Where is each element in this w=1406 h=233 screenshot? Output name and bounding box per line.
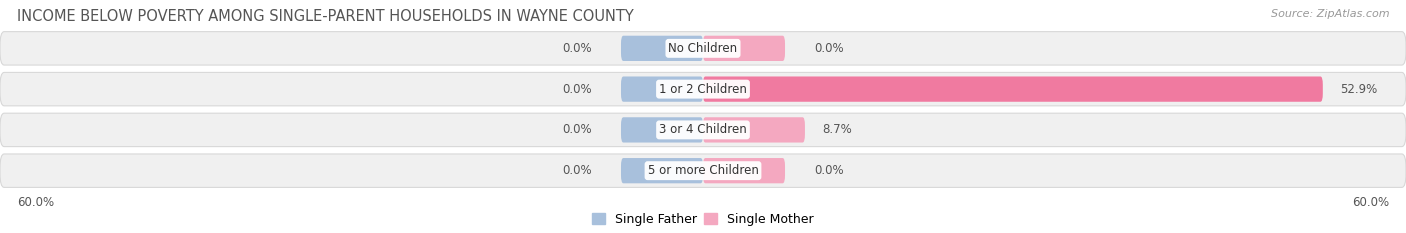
Text: 0.0%: 0.0% [562, 164, 592, 177]
FancyBboxPatch shape [0, 32, 1406, 65]
Text: 0.0%: 0.0% [562, 83, 592, 96]
Text: 8.7%: 8.7% [823, 123, 852, 136]
Text: 60.0%: 60.0% [17, 196, 53, 209]
Text: 0.0%: 0.0% [814, 164, 844, 177]
FancyBboxPatch shape [621, 117, 703, 143]
Text: 1 or 2 Children: 1 or 2 Children [659, 83, 747, 96]
Text: 3 or 4 Children: 3 or 4 Children [659, 123, 747, 136]
FancyBboxPatch shape [621, 76, 703, 102]
Legend: Single Father, Single Mother: Single Father, Single Mother [588, 208, 818, 231]
Text: 0.0%: 0.0% [562, 123, 592, 136]
FancyBboxPatch shape [703, 117, 804, 143]
FancyBboxPatch shape [703, 158, 785, 183]
FancyBboxPatch shape [0, 113, 1406, 147]
FancyBboxPatch shape [0, 72, 1406, 106]
Text: 0.0%: 0.0% [814, 42, 844, 55]
Text: No Children: No Children [668, 42, 738, 55]
Text: Source: ZipAtlas.com: Source: ZipAtlas.com [1271, 9, 1389, 19]
Text: 5 or more Children: 5 or more Children [648, 164, 758, 177]
Text: 0.0%: 0.0% [562, 42, 592, 55]
FancyBboxPatch shape [621, 36, 703, 61]
FancyBboxPatch shape [0, 154, 1406, 187]
Text: 60.0%: 60.0% [1353, 196, 1389, 209]
Text: INCOME BELOW POVERTY AMONG SINGLE-PARENT HOUSEHOLDS IN WAYNE COUNTY: INCOME BELOW POVERTY AMONG SINGLE-PARENT… [17, 9, 634, 24]
Text: 52.9%: 52.9% [1340, 83, 1378, 96]
FancyBboxPatch shape [703, 76, 1323, 102]
FancyBboxPatch shape [703, 36, 785, 61]
FancyBboxPatch shape [621, 158, 703, 183]
